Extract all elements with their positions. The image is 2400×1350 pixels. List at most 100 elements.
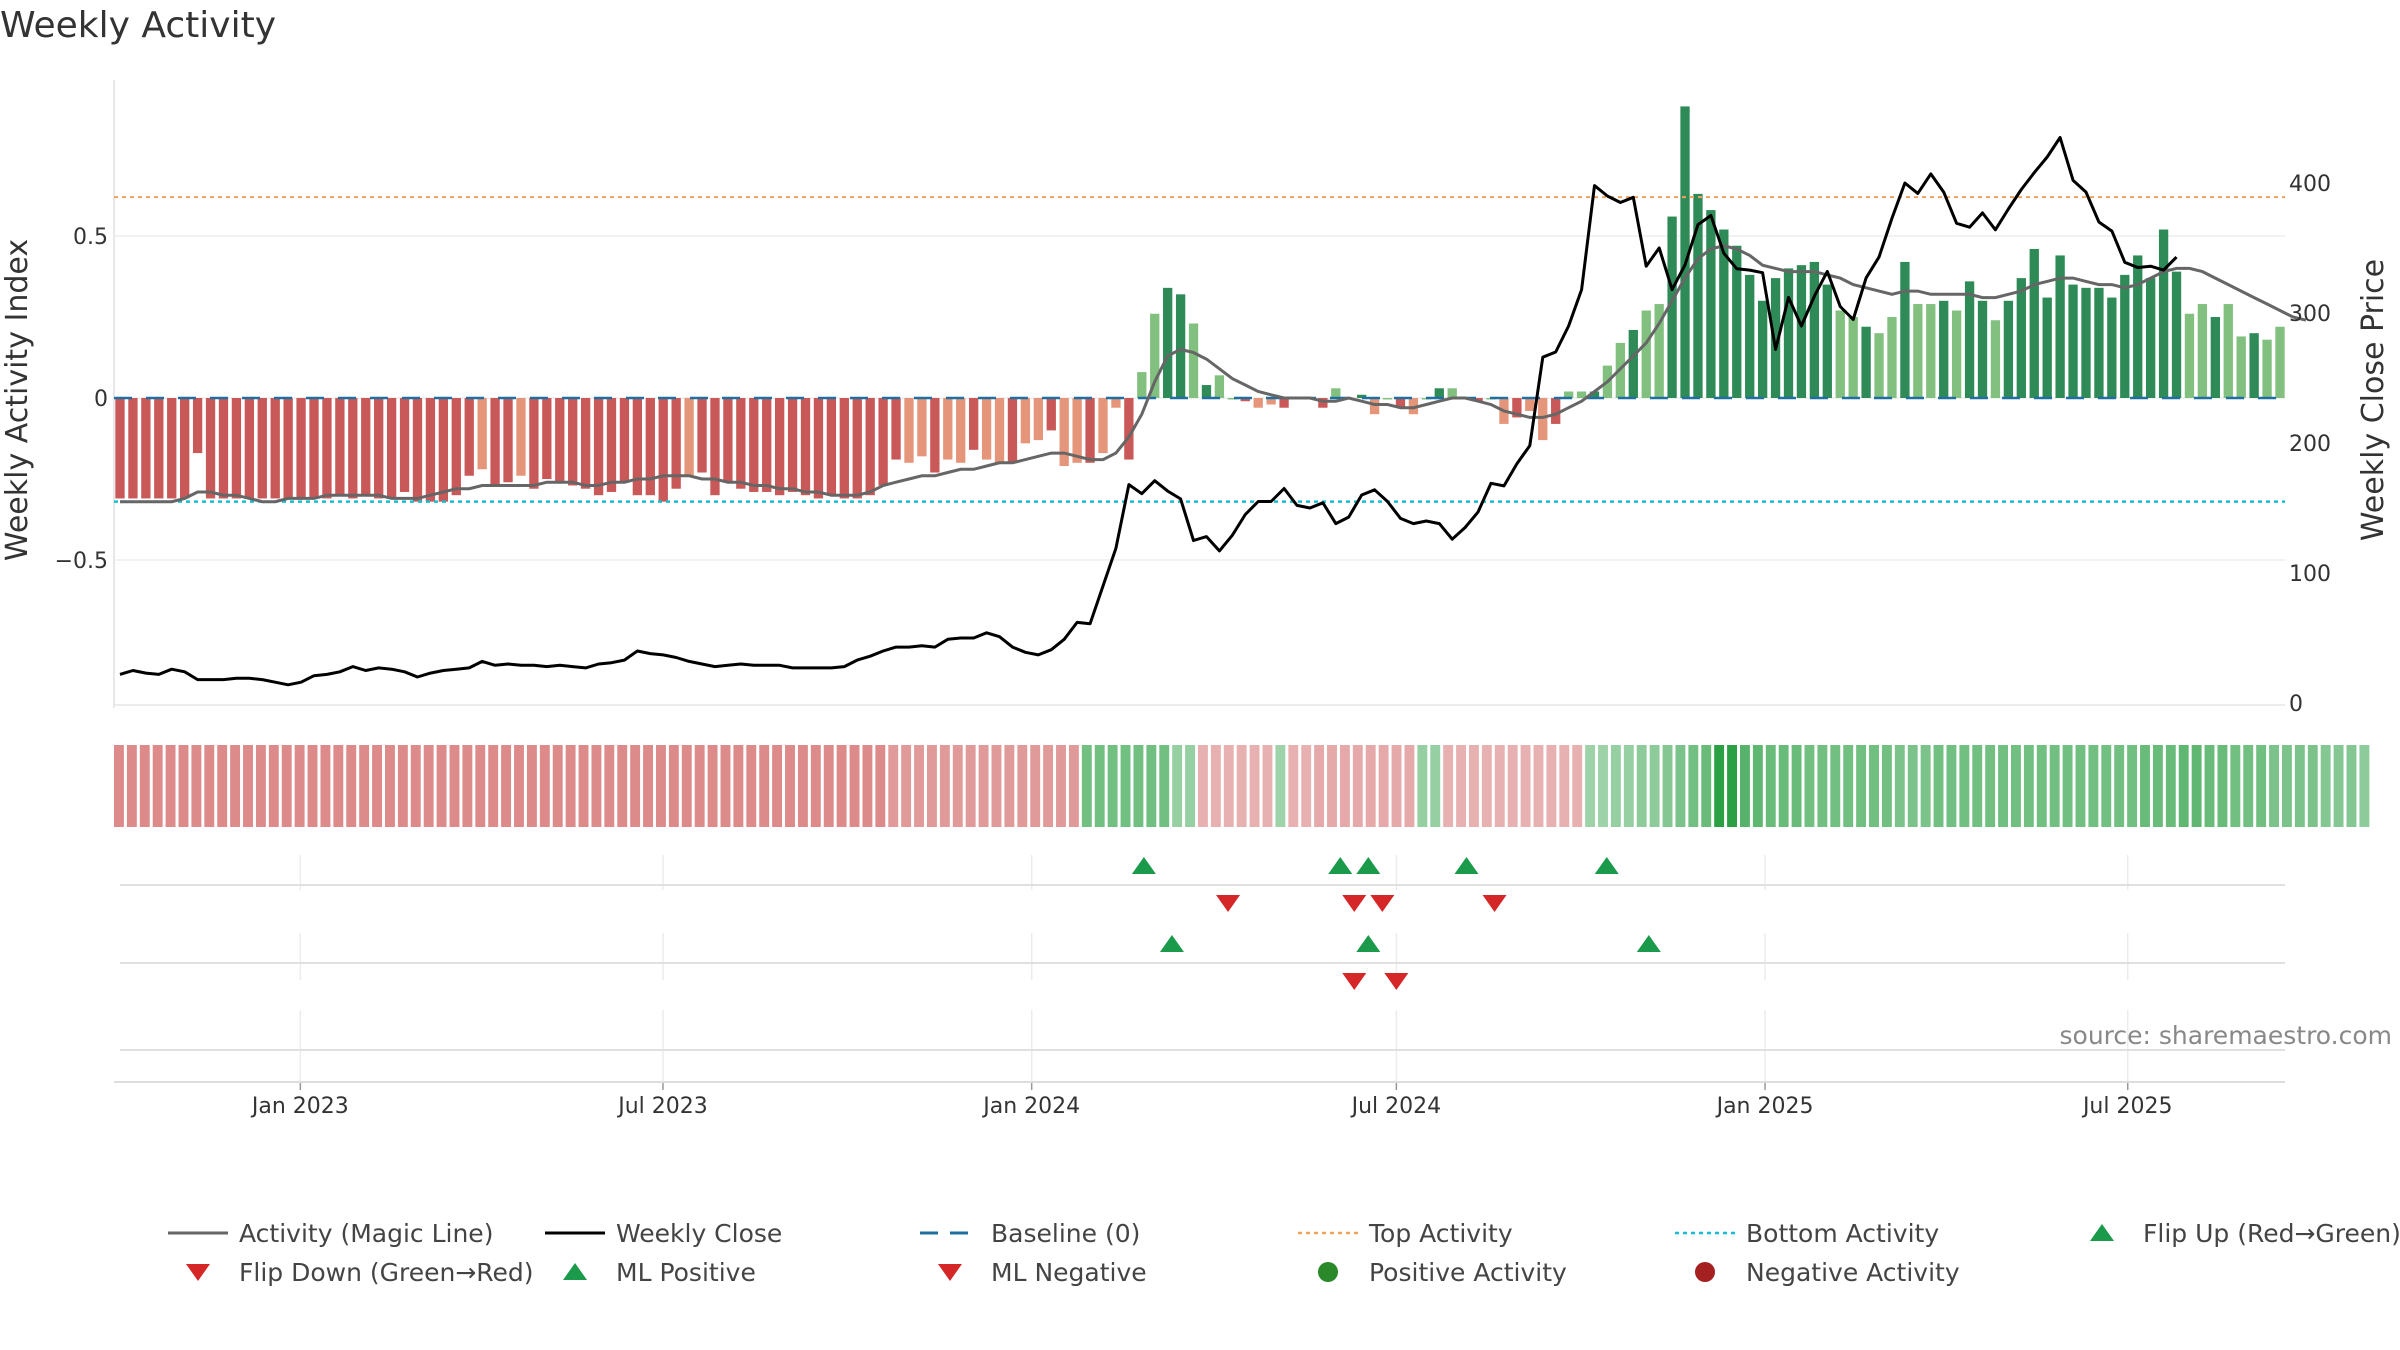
color-band-cell: [320, 745, 331, 827]
activity-bar: [1693, 193, 1703, 398]
activity-bar: [516, 398, 526, 476]
activity-bar: [1473, 398, 1483, 402]
ml-positive-marker: [1159, 935, 1184, 952]
color-band-cell: [1752, 745, 1763, 827]
color-band-cell: [1198, 745, 1208, 827]
color-band-cell: [114, 745, 124, 827]
color-band-cell: [2191, 745, 2202, 827]
color-band-cell: [1546, 745, 1557, 827]
legend-item: ML Positive: [563, 1258, 756, 1287]
color-band-cell: [1404, 745, 1415, 827]
color-band-cell: [707, 745, 718, 827]
y-left-label: Weekly Activity Index: [0, 239, 35, 561]
activity-bar: [1137, 372, 1147, 398]
activity-bar: [2068, 284, 2078, 398]
activity-bar: [1395, 398, 1406, 408]
activity-bar: [2042, 297, 2052, 398]
activity-bar: [1977, 300, 1988, 398]
activity-bar: [774, 398, 785, 496]
color-band-cell: [2127, 745, 2138, 827]
color-band-cell: [1688, 745, 1699, 827]
activity-bar: [1951, 310, 1962, 398]
y-left-tick-label: 0.5: [73, 225, 108, 250]
color-band-cell: [217, 745, 228, 827]
activity-bar: [1512, 398, 1522, 418]
legend-item: Flip Up (Red→Green): [2090, 1219, 2400, 1248]
color-band-cell: [810, 745, 821, 827]
legend-label: Activity (Magic Line): [239, 1219, 493, 1248]
color-band-cell: [1623, 745, 1634, 827]
activity-bar: [593, 398, 604, 496]
color-band-cell: [1907, 745, 1918, 827]
activity-bar: [1382, 398, 1393, 400]
ml-negative-marker: [1384, 973, 1409, 990]
color-band-cell: [268, 745, 279, 827]
color-band-cell: [1017, 745, 1028, 827]
y-right-label: Weekly Close Price: [2356, 259, 2391, 541]
legend-label: ML Positive: [616, 1258, 756, 1287]
activity-bar: [2094, 287, 2104, 398]
color-band-cell: [2114, 745, 2125, 827]
color-band-cell: [1585, 745, 1596, 827]
activity-bar: [2262, 339, 2272, 398]
activity-bar: [335, 398, 345, 496]
activity-bar: [1926, 304, 1936, 398]
color-band-cell: [733, 745, 744, 827]
legend-item: Top Activity: [1298, 1219, 1513, 1248]
color-band-cell: [1262, 745, 1273, 827]
activity-bar: [1214, 375, 1225, 398]
color-band-cell: [1959, 745, 1970, 827]
legend-item: Flip Down (Green→Red): [186, 1258, 534, 1287]
activity-bar: [1188, 323, 1199, 398]
x-tick-label: Jan 2025: [1715, 1094, 1814, 1119]
color-band-cell: [2036, 745, 2047, 827]
activity-bar: [606, 398, 617, 492]
activity-bar: [1822, 284, 1832, 398]
flip-down-marker: [1482, 895, 1507, 912]
legend-label: Top Activity: [1368, 1219, 1513, 1248]
color-band-cell: [1210, 745, 1221, 827]
color-band-cell: [1327, 745, 1337, 827]
chart-title: Weekly Activity: [0, 5, 276, 46]
activity-bar: [555, 398, 565, 483]
color-band-cell: [2256, 745, 2267, 827]
color-band-cell: [2049, 745, 2060, 827]
color-band-cell: [1714, 745, 1725, 827]
activity-bar: [309, 398, 319, 499]
color-band-cell: [1004, 745, 1015, 827]
legend-item: Baseline (0): [920, 1219, 1140, 1248]
activity-bar: [1240, 398, 1250, 402]
activity-bar: [1589, 391, 1600, 398]
color-band-cell: [2204, 745, 2215, 827]
color-band-cell: [2320, 745, 2331, 827]
flip-up-marker: [1454, 857, 1479, 874]
color-band-cell: [333, 745, 344, 827]
color-band-cell: [1727, 745, 1737, 827]
activity-bar: [2107, 297, 2117, 398]
activity-bar: [1551, 398, 1561, 424]
color-band-cell: [1391, 745, 1402, 827]
color-band-cell: [2088, 745, 2099, 827]
color-band-cell: [1068, 745, 1079, 827]
activity-bar: [1939, 300, 1949, 398]
color-band-cell: [2140, 745, 2150, 827]
color-band-cell: [501, 745, 512, 827]
activity-bar: [270, 398, 280, 499]
color-band-cell: [126, 745, 137, 827]
activity-bar: [723, 398, 733, 483]
activity-bar: [167, 398, 177, 499]
activity-bar: [386, 398, 397, 499]
color-band-cell: [1985, 745, 1996, 827]
activity-bar: [425, 398, 436, 502]
color-band-cell: [1249, 745, 1260, 827]
activity-bar: [1447, 388, 1457, 398]
activity-bar: [1861, 326, 1871, 398]
activity-bar: [1770, 278, 1781, 398]
y-right-tick-label: 0: [2289, 692, 2303, 717]
activity-bar: [943, 398, 953, 460]
activity-bar: [852, 398, 862, 499]
activity-bar: [994, 398, 1005, 463]
signal-markers: [1131, 857, 1661, 990]
activity-bar: [1007, 398, 1018, 463]
activity-bar: [180, 398, 190, 499]
